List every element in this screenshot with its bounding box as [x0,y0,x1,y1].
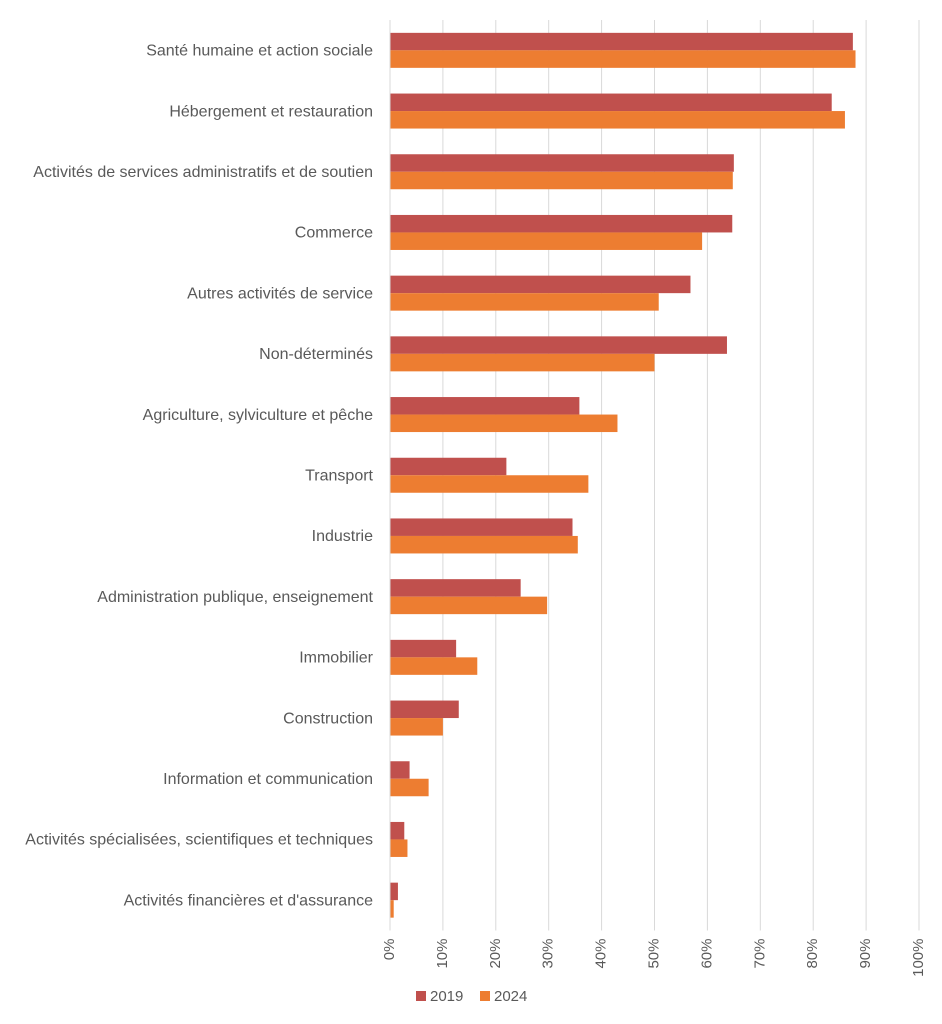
bar-2024-12 [390,778,429,797]
legend: 2019 2024 [416,988,527,1005]
category-label: Administration publique, enseignement [97,589,373,606]
bar-2024-11 [390,718,443,736]
bar-2024-7 [390,475,589,493]
bar-2019-6 [390,397,580,415]
bar-2019-14 [390,882,398,901]
bar-2019-4 [390,275,691,294]
category-label: Activités de services administratifs et … [33,164,373,181]
legend-label-2024: 2024 [494,988,527,1005]
bar-2019-0 [390,32,853,51]
category-label: Santé humaine et action sociale [146,43,373,60]
bar-2019-13 [390,821,405,840]
bar-2024-5 [390,353,655,372]
category-label: Industrie [312,528,373,545]
category-label: Agriculture, sylviculture et pêche [143,407,373,424]
x-tick-label: 100% [910,939,927,977]
bar-2024-10 [390,657,478,675]
x-tick-label: 60% [698,939,715,969]
bar-2024-1 [390,111,845,129]
bar-2019-11 [390,700,459,719]
category-label: Activités spécialisées, scientifiques et… [25,832,373,849]
bar-2019-2 [390,154,734,172]
x-tick-label: 0% [381,939,398,961]
category-label: Non-déterminés [259,346,373,363]
bar-2019-3 [390,214,733,233]
bar-2019-10 [390,639,457,658]
legend-swatch-2024 [480,991,490,1001]
bar-2024-2 [390,171,733,190]
legend-swatch-2019 [416,991,426,1001]
bar-2024-6 [390,414,618,433]
category-label: Transport [305,467,373,484]
x-tick-label: 30% [540,939,557,969]
bar-2024-9 [390,596,548,615]
bar-2024-8 [390,535,578,554]
bar-2024-13 [390,839,408,857]
category-label: Information et communication [163,771,373,788]
x-tick-label: 90% [857,939,874,969]
x-tick-label: 70% [751,939,768,969]
bar-2019-8 [390,518,573,536]
x-tick-label: 50% [645,939,662,969]
bar-2024-0 [390,50,856,68]
category-label: Hébergement et restauration [169,103,373,120]
bar-2024-3 [390,232,703,250]
x-tick-label: 40% [593,939,610,969]
x-tick-label: 20% [487,939,504,969]
x-tick-label: 80% [804,939,821,969]
bars [390,32,856,918]
category-label: Immobilier [299,650,373,667]
category-labels: Santé humaine et action sociale Hébergeme… [25,43,373,910]
bar-2019-7 [390,457,507,476]
bar-2019-5 [390,336,727,354]
bar-2024-14 [390,900,394,918]
x-tick-labels: 0% 10% 20% 30% 40% 50% 60% 70% 80% 90% 100% [381,939,927,977]
bar-2019-12 [390,761,410,779]
category-label: Construction [283,710,373,727]
legend-label-2019: 2019 [430,988,463,1005]
category-label: Commerce [295,225,373,242]
category-label: Autres activités de service [187,285,373,302]
bar-2019-9 [390,579,521,597]
bar-2024-4 [390,293,659,311]
category-label: Activités financières et d'assurance [124,892,374,909]
x-tick-label: 10% [434,939,451,969]
bar-2019-1 [390,93,832,112]
